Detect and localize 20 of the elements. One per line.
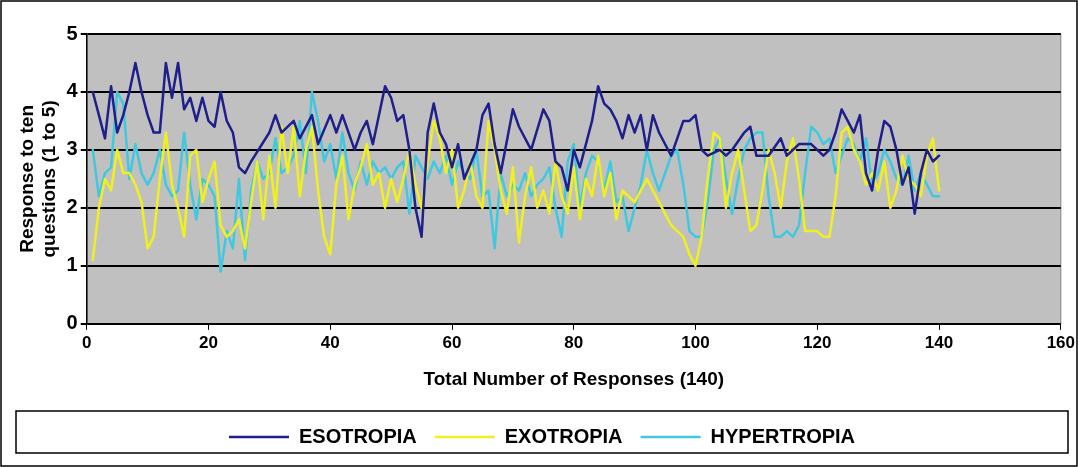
x-tick-label: 40 xyxy=(320,332,340,352)
y-tick-label: 3 xyxy=(66,137,78,160)
y-tick-label: 5 xyxy=(66,21,78,44)
x-tick-label: 120 xyxy=(803,332,832,352)
legend-label: EXOTROPIA xyxy=(504,424,623,447)
y-tick-label: 4 xyxy=(66,79,79,102)
x-tick-label: 100 xyxy=(681,332,710,352)
legend-label: HYPERTROPIA xyxy=(710,424,856,447)
legend-label: ESOTROPIA xyxy=(298,424,417,447)
x-tick-label: 160 xyxy=(1046,332,1076,352)
x-tick-label: 140 xyxy=(924,332,954,352)
y-tick-label: 2 xyxy=(66,195,78,218)
y-axis-title: Response to ten questions (1 to 5) xyxy=(15,100,60,258)
x-tick-label: 20 xyxy=(199,332,218,352)
y-tick-label: 0 xyxy=(66,311,78,334)
x-axis-title: Total Number of Responses (140) xyxy=(423,367,725,389)
x-tick-label: 0 xyxy=(81,332,92,352)
x-tick-label: 60 xyxy=(442,332,462,352)
y-tick-label: 1 xyxy=(66,253,78,276)
x-tick-label: 80 xyxy=(564,332,584,352)
